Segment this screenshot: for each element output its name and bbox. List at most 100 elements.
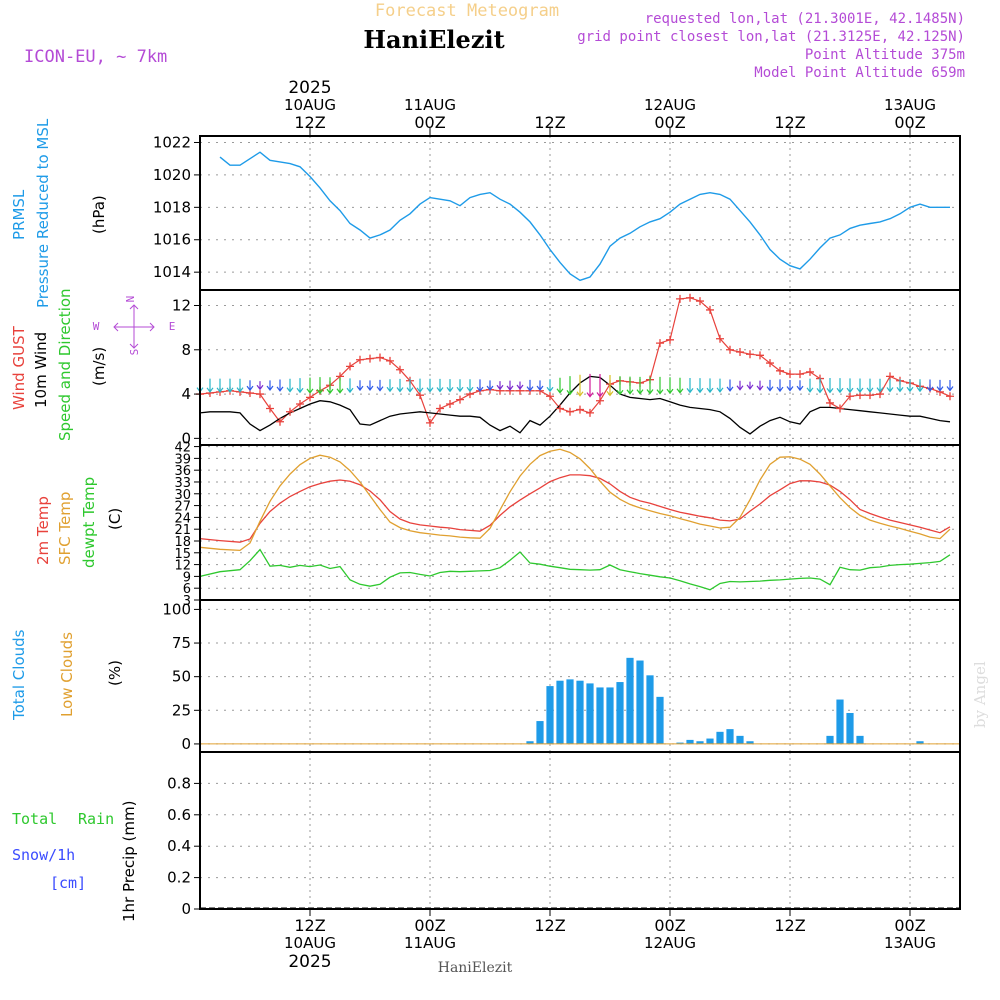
ytick-label-pressure: 1014 — [153, 263, 191, 281]
wind-direction-arrow — [686, 378, 694, 394]
wind-direction-arrow — [706, 378, 714, 394]
cloud-bar — [856, 735, 864, 744]
wind-direction-arrow — [846, 378, 854, 394]
gust-marker — [776, 366, 784, 375]
wind-compass: N E W S — [93, 296, 176, 356]
temp2m-line — [199, 474, 951, 543]
cloud-bar — [566, 679, 574, 744]
requested-lonlat: requested lon,lat (21.3001E, 42.1485N) — [645, 11, 965, 27]
wind-direction-arrow — [416, 378, 424, 393]
gust-marker — [846, 392, 854, 401]
ytick-label-temp: 33 — [174, 476, 191, 491]
gust-marker — [256, 390, 264, 399]
bottom-date-label: 12AUG — [644, 934, 696, 952]
wind-direction-arrow — [296, 378, 304, 394]
wind-direction-arrow — [866, 378, 874, 393]
wind-direction-arrow — [316, 377, 324, 395]
ytick-label-temp: 36 — [174, 464, 191, 479]
text-layer: Forecast Meteogram HaniElezit ICON-EU, ~… — [10, 1, 989, 976]
wind-direction-arrow — [246, 380, 254, 392]
wind-direction-arrow — [606, 375, 614, 397]
ytick-label-temp: 21 — [174, 523, 191, 538]
wind-direction-arrow — [916, 379, 924, 393]
wind-direction-arrow — [646, 376, 654, 395]
wind-direction-arrow — [856, 378, 864, 393]
cloud-bar — [846, 712, 854, 744]
footer-station-name: HaniElezit — [438, 960, 513, 976]
prmsl-label: PRMSL — [10, 189, 28, 240]
top-hour-label: 00Z — [894, 113, 925, 132]
wind-direction-arrow — [616, 376, 624, 396]
model-altitude: Model Point Altitude 659m — [754, 65, 965, 81]
top-date-label: 13AUG — [884, 96, 936, 114]
ytick-label-precip: 0.6 — [167, 806, 191, 824]
gust-marker — [436, 404, 444, 413]
wind-direction-arrow — [836, 378, 844, 394]
gust-marker — [766, 359, 774, 368]
temp2m-label: 2m Temp — [34, 496, 52, 565]
gust-marker — [666, 335, 674, 344]
ms-unit: (m/s) — [90, 347, 108, 386]
compass-w: W — [93, 320, 100, 333]
cloud-bar — [636, 660, 644, 744]
gust-marker — [276, 417, 284, 426]
wind-speed-line — [199, 375, 951, 435]
gust-marker — [446, 400, 454, 409]
ytick-label-wind: 0 — [181, 429, 191, 447]
gust-marker — [586, 408, 594, 417]
gust-marker — [696, 297, 704, 306]
wind-direction-arrow — [556, 377, 564, 394]
top-hour-label: 00Z — [414, 113, 445, 132]
time-axis-labels: 202510AUG12Z12Z10AUG202511AUG00Z00Z11AUG… — [284, 78, 936, 972]
gust-marker — [796, 370, 804, 379]
bottom-year-label: 2025 — [288, 952, 331, 972]
gust-line — [199, 297, 951, 425]
wind-direction-arrow — [596, 373, 604, 398]
gust-marker — [806, 367, 814, 376]
gust-marker — [456, 395, 464, 404]
wind-direction-arrow — [506, 380, 514, 391]
top-date-label: 10AUG — [284, 96, 336, 114]
cloud-bar — [656, 696, 664, 744]
top-hour-label: 00Z — [654, 113, 685, 132]
gust-marker — [346, 362, 354, 371]
ytick-label-pressure: 1022 — [153, 133, 191, 151]
bottom-hour-label: 00Z — [894, 916, 925, 935]
wind-direction-arrow — [226, 378, 234, 393]
gust-marker — [306, 393, 314, 402]
ytick-label-pressure: 1018 — [153, 198, 191, 216]
percent-unit: (%) — [106, 660, 124, 686]
wind-direction-arrow — [746, 381, 754, 390]
ytick-label-precip: 0.4 — [167, 837, 191, 855]
gust-marker — [286, 407, 294, 416]
cloud-bar — [556, 680, 564, 744]
top-date-label: 11AUG — [404, 96, 456, 114]
wind-direction-arrow — [406, 378, 414, 393]
watermark: by Angel — [971, 661, 989, 728]
wind-direction-arrow — [586, 373, 594, 398]
wind-direction-arrow — [796, 380, 804, 392]
grid-layer — [200, 136, 960, 910]
pressure-line — [219, 151, 950, 282]
cm-label: [cm] — [50, 874, 86, 892]
ytick-label-clouds: 50 — [172, 668, 191, 686]
ytick-label-temp: 6 — [183, 582, 191, 597]
wind-direction-arrow — [876, 378, 884, 393]
wind-direction-arrow — [496, 381, 504, 391]
top-hour-label: 12Z — [294, 113, 325, 132]
cloud-bar — [616, 682, 624, 744]
gust-marker — [676, 294, 684, 303]
gust-marker — [836, 404, 844, 413]
cloud-bar — [606, 687, 614, 744]
cloud-bar — [706, 738, 714, 744]
ytick-label-temp: 30 — [174, 488, 191, 503]
gust-marker — [946, 392, 954, 401]
wind-direction-arrow — [776, 379, 784, 393]
point-altitude: Point Altitude 375m — [805, 47, 965, 63]
wind-direction-arrow — [566, 376, 574, 396]
wind-direction-arrow — [806, 378, 814, 393]
gust-marker — [376, 353, 384, 362]
celsius-unit: (C) — [106, 508, 124, 530]
top-hour-label: 12Z — [774, 113, 805, 132]
